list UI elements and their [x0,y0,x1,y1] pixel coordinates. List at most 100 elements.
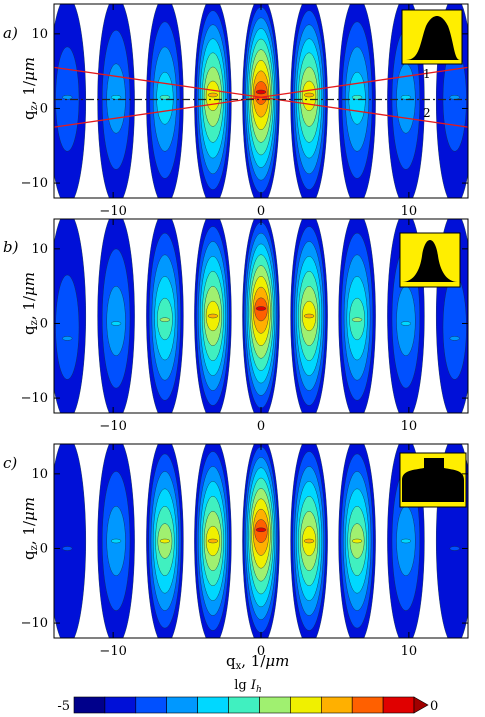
contour-level [110,538,122,544]
axis-ticks: −10 0 10 −10 0 10 [21,219,468,434]
y-axis-label: qz, 1/μm [20,272,40,335]
streak [338,444,376,638]
colorbar-cell [166,696,198,714]
y-tick-label: −10 [21,616,48,631]
colorbar-cell [259,696,291,714]
y-tick-label: −10 [21,176,48,191]
y-tick-label: 10 [31,27,48,42]
colorbar-cell [197,696,229,714]
streak [146,4,184,198]
contour-level [396,286,416,357]
contour-level [352,317,363,322]
streak [194,444,232,638]
contour-level [110,321,122,326]
x-tick-label: −10 [99,204,126,219]
colorbar-cell [351,696,384,714]
contour-level [400,538,412,544]
contour-level [207,538,219,544]
x-tick-label: 0 [257,644,265,659]
x-tick-label: 10 [401,419,418,434]
contour-level [62,546,73,551]
streak [97,444,135,638]
x-tick-label: −10 [99,419,126,434]
overlay-line [54,66,468,128]
colorbar-min-label: -5 [57,699,70,714]
x-tick-label: 10 [401,644,418,659]
contour-level [207,313,219,319]
y-tick-label: 0 [40,101,48,116]
axis-ticks: −10 0 10 −10 0 10 [21,4,468,219]
contour-level [442,274,467,380]
panel-label: c) [3,454,17,472]
contour-level [255,527,267,532]
inset-profile [399,232,461,288]
streak [338,4,376,198]
contour-level [62,95,73,100]
streak [290,219,328,413]
streak [54,219,86,413]
colorbar-cell [104,696,137,714]
y-axis-label: qz, 1/μm [20,497,40,560]
colorbar-max-label: 0 [430,699,438,714]
colorbar-cell [290,696,322,714]
overlay-lines [54,66,468,128]
streak [97,4,135,198]
streak [97,219,135,413]
y-tick-label: 0 [40,316,48,331]
panel-a: −10 0 10 −10 0 10 a) qz, 1/μm 1 2 [3,3,469,219]
x-tick-label: 0 [257,204,265,219]
intensity-streaks [54,219,468,413]
colorbar-cell [320,696,353,714]
streak [146,219,184,413]
contour-level [449,546,460,551]
y-tick-label: 10 [31,242,48,257]
panel-label: b) [3,238,19,256]
streak [242,219,280,413]
colorbar: lg Ih -5 0 [57,678,438,714]
contour-level [159,317,171,322]
y-tick-label: 0 [40,541,48,556]
inset-profile [401,9,463,65]
contour-level [55,274,80,380]
y-tick-label: −10 [21,391,48,406]
x-tick-label: −10 [99,644,126,659]
contour-level [159,95,171,100]
streak [146,444,184,638]
x-tick-label: 10 [401,204,418,219]
contour-level [110,95,122,100]
contour-level [449,336,460,341]
contour-level [304,92,315,98]
colorbar-cell [135,696,168,714]
contour-level [304,313,315,319]
line-label-2: 2 [423,106,431,120]
panel-b: −10 0 10 −10 0 10 b) qz, 1/μm [3,218,469,434]
contour-level [304,538,315,544]
streak [54,444,86,638]
inset-profile [399,452,467,508]
contour-level [62,336,73,341]
streak [54,4,86,198]
colorbar-cell [382,696,415,714]
x-tick-label: 0 [257,419,265,434]
contour-level [400,321,412,326]
streak [387,4,425,198]
axis-ticks: −10 0 10 −10 0 10 [21,444,468,659]
colorbar-cells [73,696,429,714]
colorbar-cell [73,696,106,714]
colorbar-arrow [413,696,429,714]
y-axis-label: qz, 1/μm [20,57,40,120]
colorbar-label: lg Ih [234,678,262,695]
contour-level [159,538,171,544]
contour-level [255,306,267,311]
contour-level [106,286,126,357]
streak [242,4,280,198]
contour-level [400,95,412,100]
contour-level [449,95,460,100]
streak [242,444,280,638]
x-axis-label: qx, 1/μm [226,652,289,672]
contour-level [207,92,219,98]
contour-level [352,95,363,100]
line-label-1: 1 [423,67,431,81]
panel-c: −10 0 10 −10 0 10 c) qz, 1/μm qx, 1/μm [3,443,469,672]
